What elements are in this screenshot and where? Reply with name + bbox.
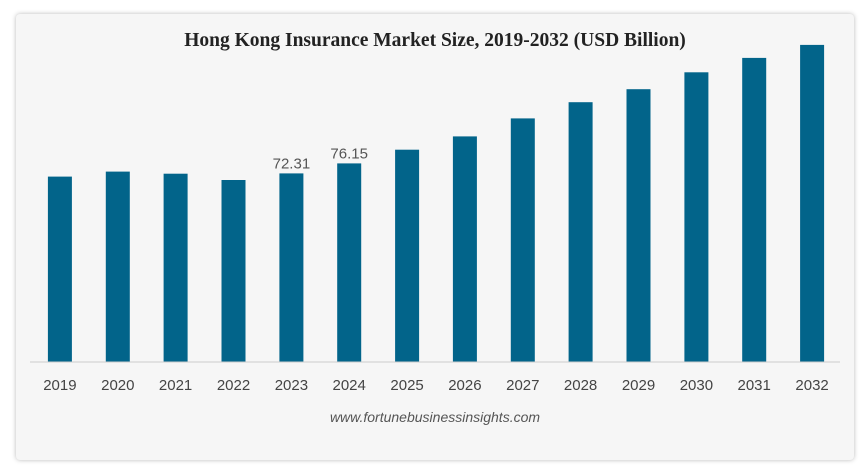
data-label-2024: 76.15	[330, 145, 368, 162]
bar-2027	[510, 118, 535, 363]
chart-title: Hong Kong Insurance Market Size, 2019-20…	[184, 30, 686, 51]
x-tick-label-2024: 2024	[333, 377, 366, 394]
x-tick-label-2029: 2029	[622, 377, 655, 394]
bar-2023	[279, 173, 304, 362]
x-tick-label-2028: 2028	[564, 377, 597, 394]
bar-2032	[800, 44, 825, 363]
x-tick-label-2032: 2032	[795, 377, 828, 394]
x-tick-label-2021: 2021	[159, 377, 192, 394]
bar-2024	[337, 163, 362, 362]
x-tick-label-2026: 2026	[448, 377, 481, 394]
x-tick-label-2019: 2019	[43, 377, 76, 394]
bar-2026	[452, 136, 477, 362]
bar-2025	[395, 149, 420, 362]
chart-plot: 2019 2020 2021 2022 2023 2024 2025 2026 2027 2028…	[30, 44, 840, 394]
bars-group	[47, 44, 825, 363]
source-credit: www.fortunebusinessinsights.com	[329, 409, 541, 425]
x-tick-label-2027: 2027	[506, 377, 539, 394]
x-tick-label-2020: 2020	[101, 377, 134, 394]
x-tick-label-2031: 2031	[738, 377, 771, 394]
bar-2022	[221, 180, 246, 362]
data-labels: 72.31 76.15	[273, 145, 368, 172]
bar-2030	[684, 72, 709, 363]
x-tick-label-2023: 2023	[275, 377, 308, 394]
bar-2029	[626, 89, 651, 362]
bar-2019	[47, 176, 72, 362]
x-tick-label-2030: 2030	[680, 377, 713, 394]
bar-2028	[568, 102, 593, 362]
x-tick-label-2025: 2025	[390, 377, 423, 394]
x-tick-labels: 2019 2020 2021 2022 2023 2024 2025 2026 2027 2028…	[43, 377, 829, 394]
bar-2021	[163, 173, 188, 362]
data-label-2023: 72.31	[273, 155, 311, 172]
bar-2031	[742, 57, 767, 363]
chart-card: Hong Kong Insurance Market Size, 2019-20…	[16, 14, 854, 460]
x-tick-label-2022: 2022	[217, 377, 250, 394]
bar-2020	[105, 171, 130, 362]
